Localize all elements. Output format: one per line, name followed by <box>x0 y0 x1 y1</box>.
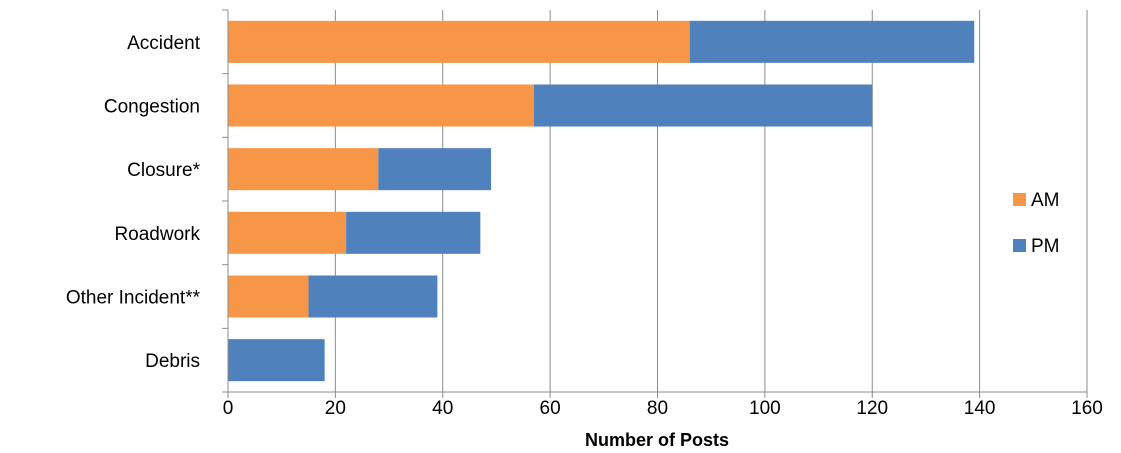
x-tick-label: 40 <box>432 398 453 419</box>
x-tick-label: 100 <box>749 398 781 419</box>
legend-label-pm: PM <box>1031 236 1060 257</box>
category-label: Roadwork <box>114 224 200 245</box>
labels: 0 20 40 60 80 100 120 140 160 Accident Congestion C… <box>66 33 1103 419</box>
x-tick-label: 160 <box>1071 398 1103 419</box>
category-label: Accident <box>127 33 201 54</box>
category-label: Debris <box>145 351 200 372</box>
bar-pm-debris <box>228 339 325 382</box>
x-tick-label: 20 <box>325 398 346 419</box>
bar-am-congestion <box>228 84 535 127</box>
legend-swatch-am <box>1013 193 1026 206</box>
bar-am-other-incident <box>228 275 309 318</box>
x-tick-label: 80 <box>647 398 668 419</box>
legend-label-am: AM <box>1031 190 1060 211</box>
x-tick-label: 60 <box>540 398 561 419</box>
bar-am-closure <box>228 148 379 191</box>
bar-pm-accident <box>689 20 975 63</box>
bar-am-roadwork <box>228 211 347 254</box>
legend-swatch-pm <box>1013 239 1026 252</box>
legend: AM PM <box>1013 190 1060 257</box>
axes <box>222 9 1088 398</box>
bar-am-accident <box>228 20 690 63</box>
bar-pm-closure <box>378 148 492 191</box>
category-label: Other Incident** <box>66 288 201 309</box>
bar-pm-roadwork <box>346 211 481 254</box>
bar-pm-other-incident <box>308 275 438 318</box>
bars <box>228 20 975 382</box>
gridlines <box>334 10 1088 392</box>
bar-pm-congestion <box>534 84 873 127</box>
x-axis-title: Number of Posts <box>585 430 729 450</box>
category-label: Congestion <box>104 97 200 118</box>
category-label: Closure* <box>127 160 200 181</box>
x-tick-label: 140 <box>964 398 996 419</box>
x-tick-label: 0 <box>223 398 234 419</box>
x-tick-label: 120 <box>856 398 888 419</box>
